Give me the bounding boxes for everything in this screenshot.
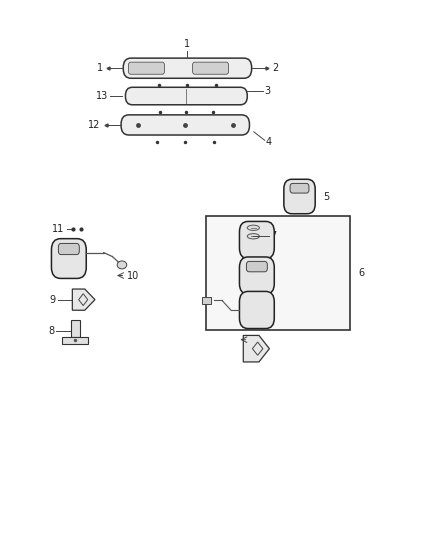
FancyBboxPatch shape [58, 244, 79, 255]
Ellipse shape [117, 261, 127, 269]
FancyBboxPatch shape [123, 58, 252, 78]
Text: 1: 1 [97, 63, 103, 73]
FancyBboxPatch shape [51, 239, 86, 278]
Text: 6: 6 [358, 268, 364, 278]
Text: 4: 4 [266, 137, 272, 147]
FancyBboxPatch shape [290, 183, 309, 193]
Bar [206, 216, 350, 330]
FancyBboxPatch shape [121, 115, 250, 135]
Polygon shape [72, 289, 95, 310]
FancyBboxPatch shape [247, 261, 267, 272]
FancyBboxPatch shape [240, 292, 274, 328]
Text: 1: 1 [184, 38, 191, 49]
Text: 13: 13 [96, 91, 108, 101]
Polygon shape [243, 335, 269, 362]
FancyBboxPatch shape [128, 62, 164, 74]
Text: 5: 5 [323, 191, 329, 201]
Text: 7: 7 [270, 231, 276, 241]
Bar [62, 337, 88, 344]
FancyBboxPatch shape [240, 221, 274, 259]
Text: 11: 11 [52, 224, 64, 234]
FancyBboxPatch shape [240, 257, 274, 294]
Text: 12: 12 [88, 120, 101, 130]
Ellipse shape [247, 233, 259, 239]
Ellipse shape [247, 225, 259, 230]
FancyBboxPatch shape [284, 179, 315, 214]
Text: 10: 10 [127, 271, 139, 280]
Bar [71, 320, 80, 337]
Bar [202, 297, 211, 304]
Text: 9: 9 [49, 295, 56, 305]
Text: 3: 3 [264, 86, 270, 96]
FancyBboxPatch shape [193, 62, 229, 74]
Text: 2: 2 [272, 63, 278, 73]
Text: 8: 8 [48, 326, 54, 336]
FancyBboxPatch shape [125, 87, 247, 105]
